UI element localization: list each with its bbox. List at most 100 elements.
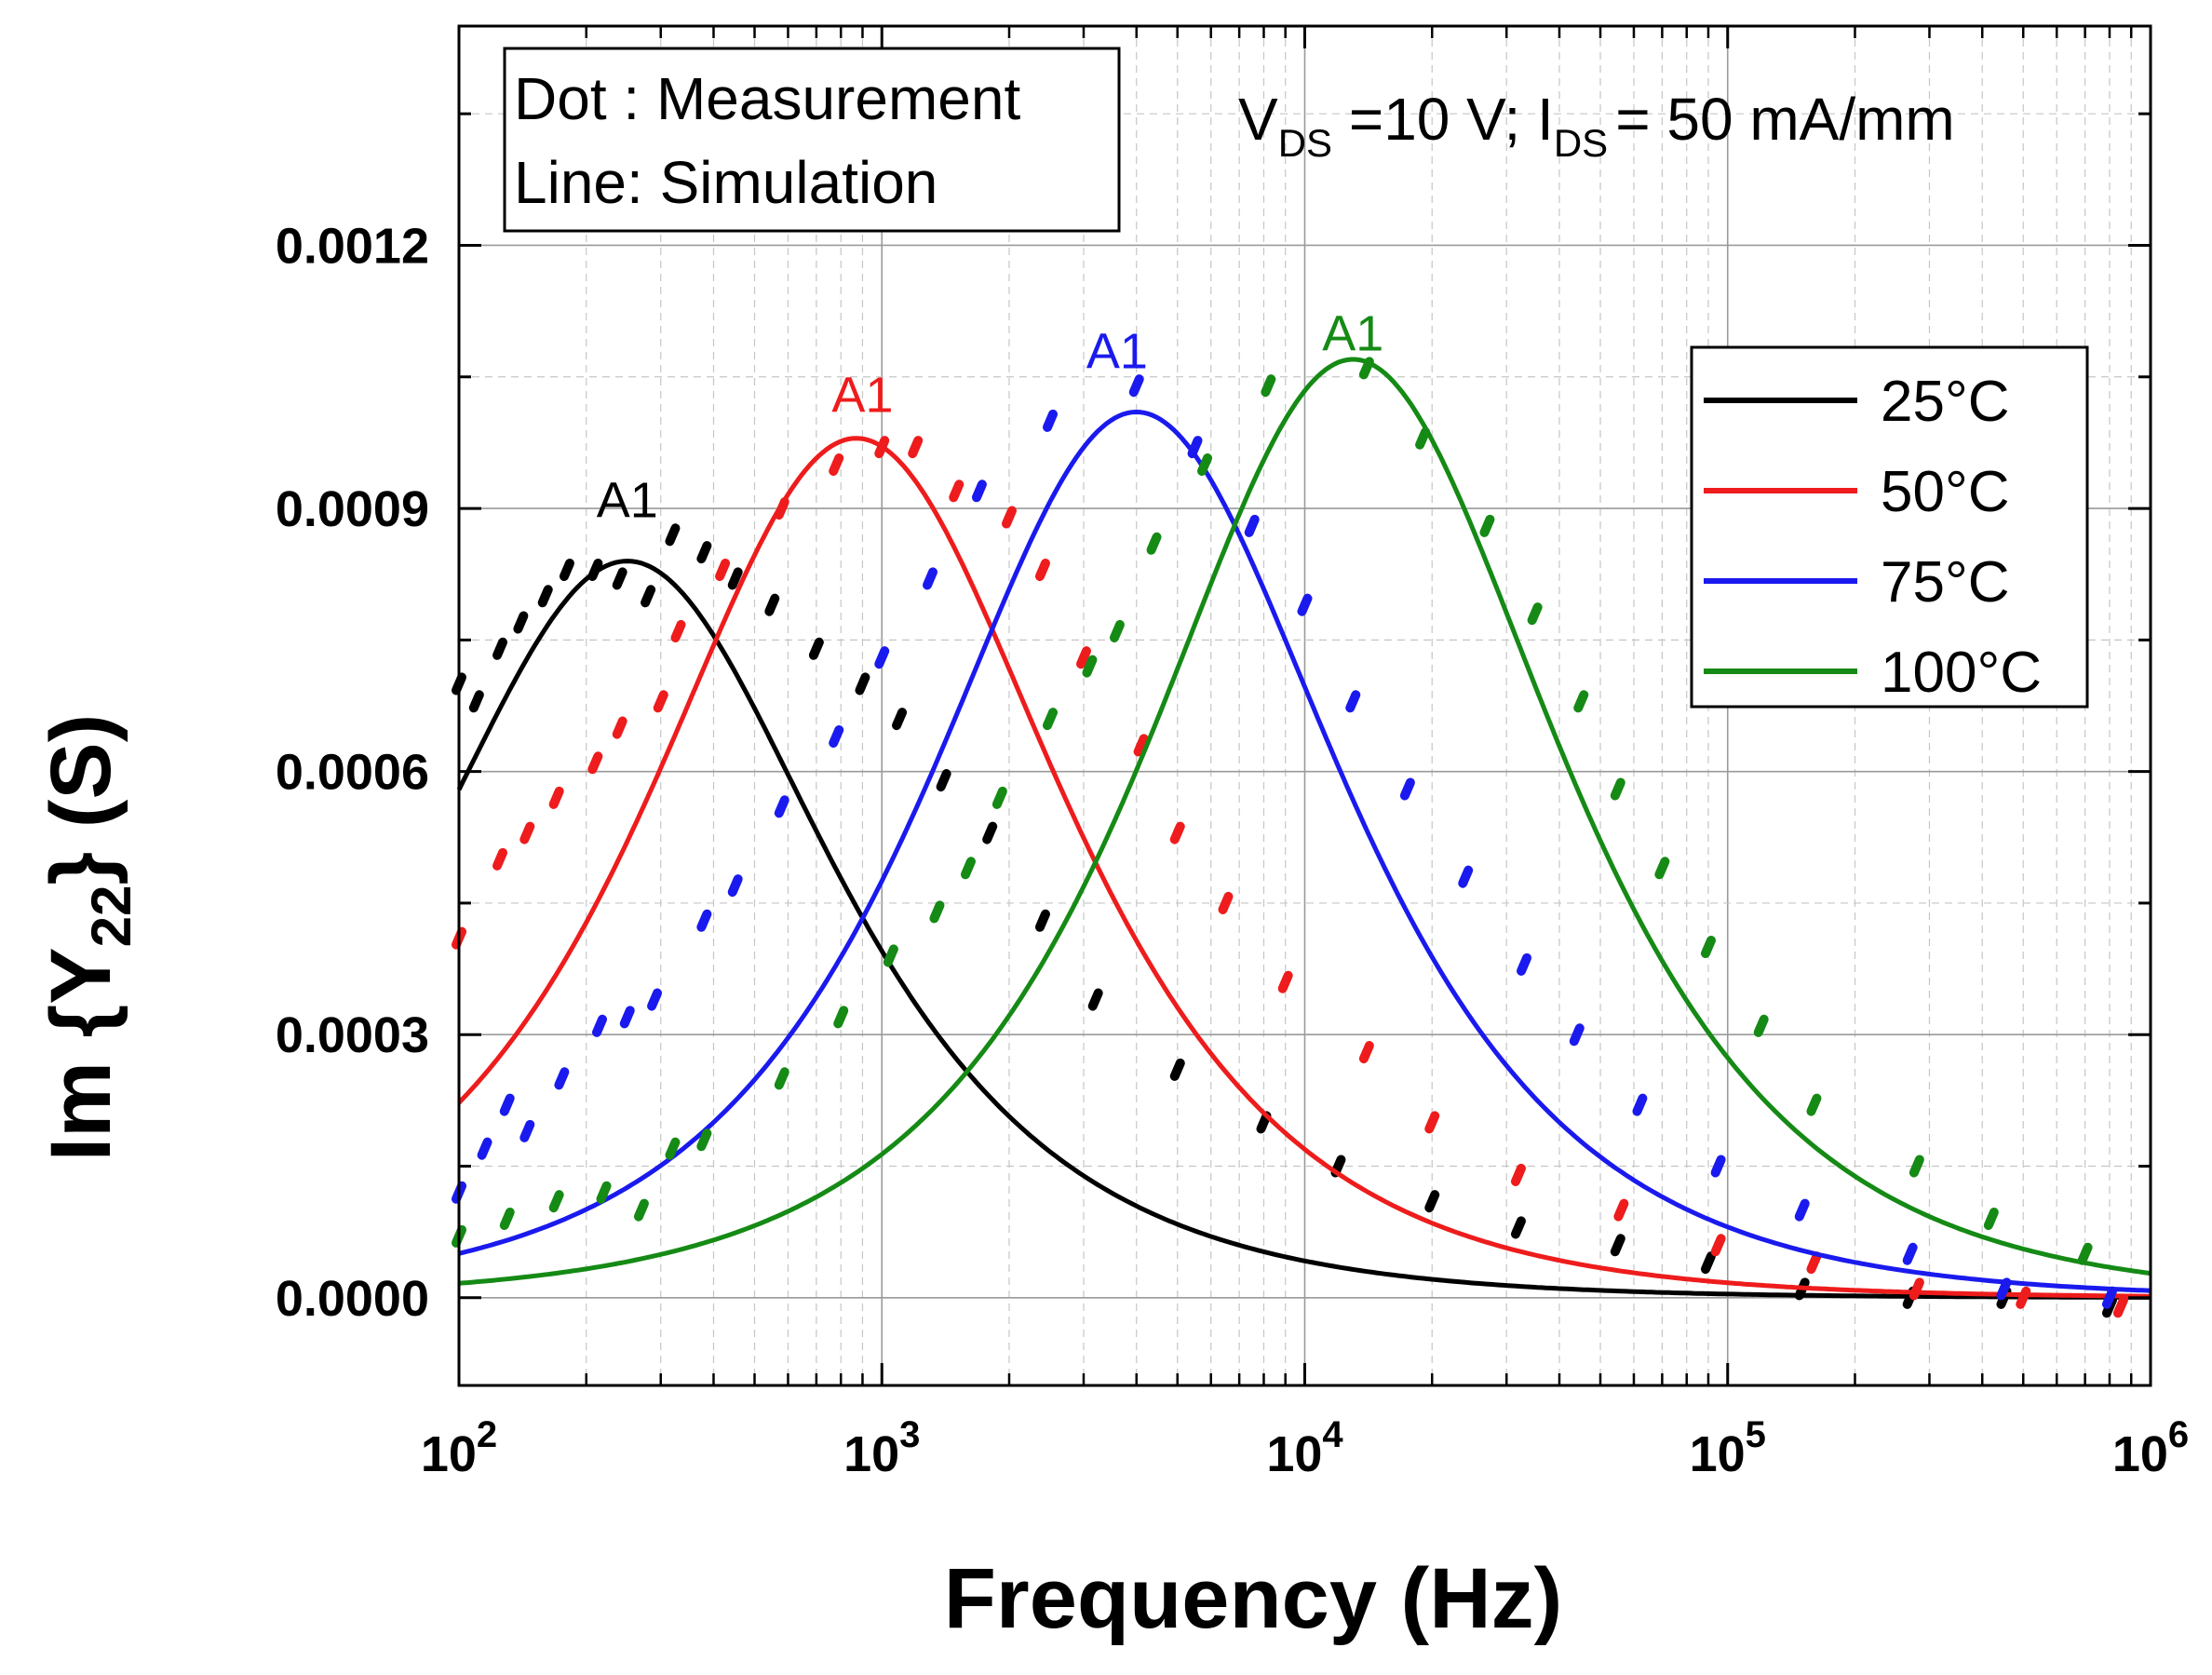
measurement-point (587, 751, 603, 775)
measurement-point (468, 690, 484, 713)
measurement-point (855, 672, 870, 696)
measurement-point (1082, 655, 1098, 678)
simulation-line-100C (458, 357, 2151, 1286)
measurement-point (874, 436, 890, 459)
y-axis-title-sub: 22 (80, 885, 142, 948)
y-tick-label: 0.0009 (276, 481, 429, 537)
measurement-point (892, 708, 908, 731)
legend-frame (1690, 345, 2089, 709)
measurement-point (1109, 619, 1125, 642)
measurement-point (923, 567, 938, 590)
x-tick-label-exponent: 6 (2168, 1414, 2189, 1455)
measurement-point (665, 1137, 681, 1160)
series-100C: A1 (452, 306, 2151, 1286)
simulation-line-75C (458, 409, 2151, 1293)
x-tick-label-exponent: 2 (477, 1414, 497, 1455)
series-layer: A1 A1 A1 A1 (452, 306, 2151, 1318)
note-line-2: Line: Simulation (514, 149, 937, 216)
measurement-point (513, 611, 529, 634)
peak-label-75C: A1 (1086, 323, 1148, 379)
x-tick-label-base: 10 (421, 1426, 477, 1482)
measurement-point (554, 1067, 570, 1090)
x-tick-label-base: 10 (2112, 1426, 2168, 1482)
measurement-point (1297, 593, 1313, 616)
measurement-point (829, 453, 844, 476)
measurement-point (829, 724, 844, 748)
x-tick-label: 105 (1690, 1414, 1766, 1482)
tick-labels: 102 103 104 105 1060.00000.00030.00060.00090… (276, 218, 2189, 1482)
cond-i-rest: = 50 mA/mm (1615, 86, 1955, 153)
series-25C: A1 (452, 472, 2151, 1318)
ticks (457, 26, 2152, 1385)
measurement-point (883, 944, 898, 967)
measurement-point (1983, 1208, 1999, 1231)
measurement-point (1527, 602, 1543, 626)
cond-v-rest: =10 V; I (1332, 86, 1554, 153)
x-tick-label: 104 (1266, 1414, 1343, 1482)
x-tick-label-exponent: 4 (1322, 1414, 1343, 1455)
y-tick-label: 0.0006 (276, 745, 429, 801)
note-box-frame (503, 47, 1121, 233)
measurement-point (808, 637, 824, 660)
measurement-point (1569, 1023, 1585, 1047)
measurement-point (647, 988, 663, 1011)
y-tick-label: 0.0003 (276, 1007, 429, 1063)
measurement-point (936, 769, 951, 792)
note-box: Dot : Measurement Line: Simulation (503, 47, 1121, 233)
measurement-point (2016, 1286, 2031, 1309)
measurement-point (2101, 1286, 2117, 1309)
y-axis-title: Im {Y22} (S) (34, 714, 142, 1162)
measurement-point (727, 874, 743, 898)
measurement-point (537, 585, 553, 608)
measurement-point (592, 1014, 608, 1037)
x-tick-label-exponent: 5 (1746, 1414, 1766, 1455)
measurement-point (492, 637, 508, 660)
measurement-point (1358, 1041, 1374, 1064)
measurement-point (1345, 690, 1361, 713)
measurement-point (1710, 1155, 1726, 1178)
measurement-point (1573, 690, 1589, 713)
measurement-point (641, 585, 656, 608)
measurement-point (1218, 891, 1234, 914)
conditions-label: VDS =10 V; IDS = 50 mA/mm (1238, 86, 1955, 165)
measurement-point (949, 480, 964, 503)
measurement-point (1510, 1216, 1526, 1239)
measurement-point (1358, 357, 1374, 380)
x-tick-label: 102 (421, 1414, 497, 1482)
note-line-1: Dot : Measurement (514, 65, 1020, 132)
measurement-point (499, 1208, 515, 1231)
measurement-point (774, 497, 789, 520)
measurement-point (982, 821, 998, 844)
measurement-point (1458, 865, 1474, 888)
measurement-point (1169, 821, 1185, 844)
measurement-point (1753, 1014, 1769, 1037)
measurement-point (587, 559, 603, 581)
measurement-point (960, 857, 976, 880)
measurement-point (1700, 936, 1716, 959)
measurement-point (1806, 1093, 1822, 1116)
measurement-point (1277, 970, 1293, 993)
measurement-point (619, 1006, 635, 1029)
simulation-line-25C (456, 559, 2151, 1300)
measurement-point (908, 436, 924, 459)
y-axis-title-main: Im {Y (34, 947, 128, 1161)
peak-label-100C: A1 (1322, 306, 1383, 362)
measurement-point (1510, 1163, 1526, 1186)
measurement-point (727, 567, 743, 590)
measurement-point (1479, 514, 1495, 537)
measurement-point (696, 541, 712, 564)
measurement-point (1244, 514, 1260, 537)
x-tick-label-exponent: 3 (899, 1414, 920, 1455)
x-tick-label: 103 (843, 1414, 920, 1482)
measurement-point (559, 559, 574, 581)
measurement-point (1043, 409, 1059, 432)
measurement-point (1197, 453, 1213, 476)
measurement-point (1909, 1277, 1924, 1301)
measurement-point (1794, 1198, 1810, 1222)
measurement-point (633, 1198, 649, 1222)
measurement-point (1424, 1190, 1440, 1213)
legend-label-50C: 50°C (1881, 460, 2010, 524)
measurement-point (612, 567, 627, 590)
measurement-point (874, 646, 890, 669)
measurement-point (548, 786, 564, 809)
